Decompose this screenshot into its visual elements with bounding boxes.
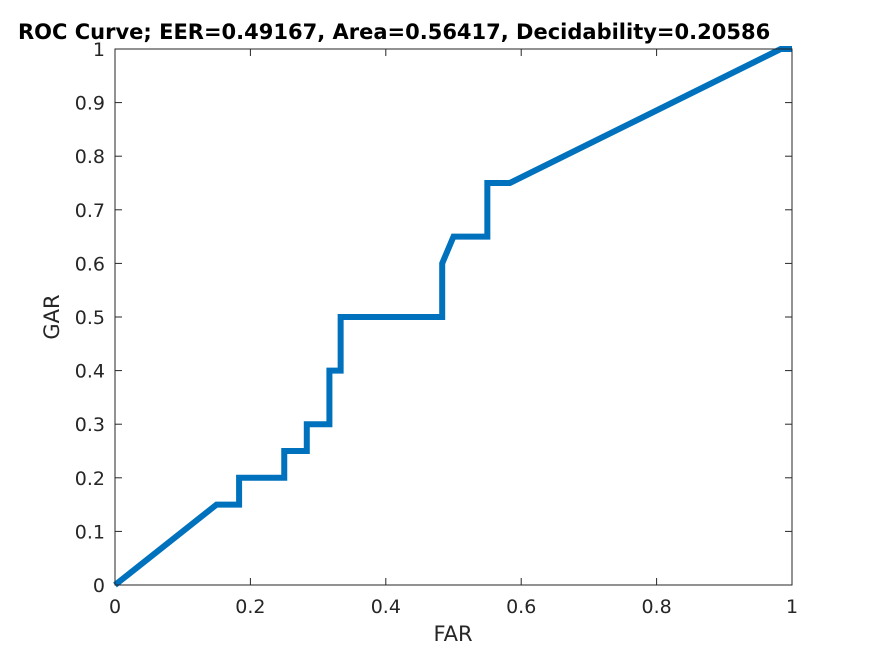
roc-curve-point	[441, 316, 443, 318]
roc-curve-point	[283, 477, 285, 479]
x-tick-label: 0.8	[641, 596, 671, 618]
y-tick-label: 0.4	[75, 361, 105, 383]
roc-curve-line	[113, 46, 792, 588]
y-tick-label: 0.7	[75, 200, 105, 222]
x-axis-label: FAR	[433, 622, 472, 646]
y-tick-label: 0.6	[75, 253, 105, 275]
chart-title: ROC Curve; EER=0.49167, Area=0.56417, De…	[18, 20, 770, 44]
roc-curve-point	[453, 236, 454, 238]
roc-curve-point	[509, 182, 511, 184]
roc-curve-point	[216, 504, 218, 506]
y-tick-label: 0.1	[75, 521, 105, 543]
y-tick-label: 0.8	[75, 146, 105, 168]
x-tick-label: 1	[786, 596, 798, 618]
y-tick-label: 0.3	[75, 414, 105, 436]
plot-area	[115, 49, 792, 585]
y-tick-label: 0.5	[75, 307, 105, 329]
roc-curve-point	[441, 262, 443, 264]
y-tick-label: 1	[93, 39, 105, 61]
roc-curve-point	[486, 236, 488, 238]
y-tick-label: 0	[93, 575, 105, 597]
y-axis-ticks: 0 0.1 0.2 0.3 0.4 0.5 0.6 0.7 0.8 0.9 1	[75, 39, 792, 597]
x-tick-label: 0.4	[371, 596, 401, 618]
roc-curve-point	[340, 316, 342, 318]
roc-curve-point	[306, 423, 308, 425]
x-tick-label: 0.6	[506, 596, 536, 618]
x-tick-label: 0.2	[235, 596, 265, 618]
roc-curve-point	[283, 450, 285, 452]
x-tick-label: 0	[109, 596, 121, 618]
roc-curve-point	[328, 423, 330, 425]
roc-curve-point	[328, 370, 330, 372]
roc-curve-point	[306, 450, 308, 452]
roc-curve-point	[340, 370, 342, 372]
y-tick-label: 0.2	[75, 468, 105, 490]
x-axis-ticks: 0 0.2 0.4 0.6 0.8 1	[109, 49, 798, 618]
y-axis-label: GAR	[40, 294, 64, 339]
roc-curve-point	[238, 504, 240, 506]
roc-curve-point	[238, 477, 240, 479]
roc-curve-point	[486, 182, 488, 184]
y-tick-label: 0.9	[75, 93, 105, 115]
